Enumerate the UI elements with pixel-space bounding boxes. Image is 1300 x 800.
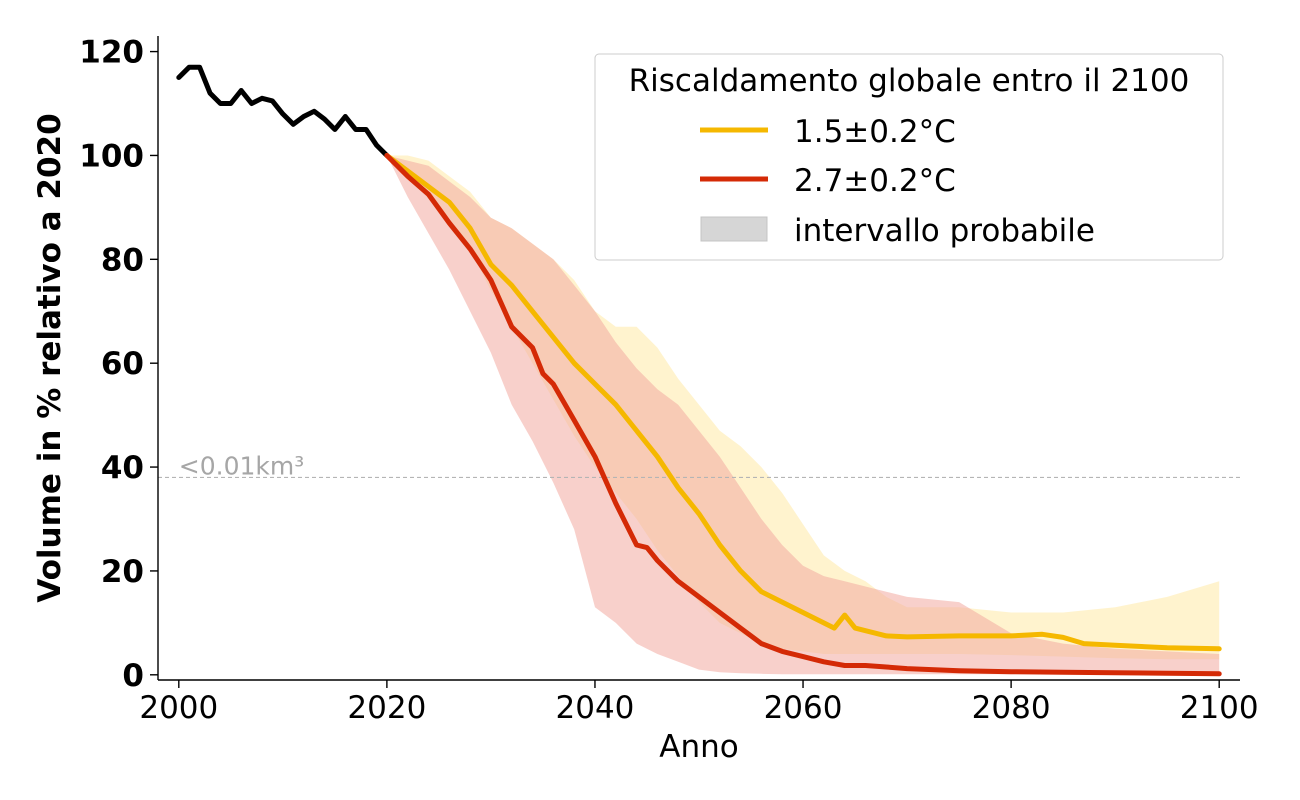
x-axis-title: Anno [659, 729, 738, 765]
legend-label: 1.5±0.2°C [794, 114, 956, 150]
y-tick-label: 100 [79, 138, 144, 174]
x-tick-label: 2080 [972, 690, 1051, 726]
x-tick-label: 2100 [1180, 690, 1259, 726]
y-tick-label: 80 [101, 242, 144, 278]
y-tick-label: 20 [101, 554, 144, 590]
threshold-reference: <0.01km³ [158, 451, 1240, 480]
legend-title: Riscaldamento globale entro il 2100 [629, 63, 1190, 99]
likely-range-band-2 [386, 155, 1220, 675]
y-ticks: 0 20 40 60 80 100 120 [79, 35, 158, 694]
series-line-2 [384, 153, 1222, 677]
legend-box [594, 53, 1224, 261]
y-tick-label: 0 [122, 658, 144, 694]
likely-range-bands [386, 155, 1220, 675]
series-lines [176, 64, 1222, 677]
y-tick-label: 120 [79, 35, 144, 71]
series-line-1 [384, 153, 1222, 652]
threshold-label: <0.01km³ [179, 451, 304, 480]
legend-label: intervallo probabile [794, 213, 1095, 249]
x-tick-label: 2000 [139, 690, 218, 726]
legend-items: 1.5±0.2°C 2.7±0.2°C intervallo probabile [700, 114, 1095, 249]
x-tick-label: 2060 [764, 690, 843, 726]
legend-swatch-patch [700, 216, 768, 242]
legend-label: 2.7±0.2°C [794, 163, 956, 199]
y-tick-label: 60 [101, 346, 144, 382]
x-ticks: 2000 2020 2040 2060 2080 2100 [139, 680, 1259, 726]
observed-line [176, 64, 390, 158]
y-axis-title: Volume in % relativo a 2020 [32, 113, 68, 602]
x-tick-label: 2040 [556, 690, 635, 726]
x-tick-label: 2020 [347, 690, 426, 726]
y-tick-label: 40 [101, 450, 144, 486]
legend: Riscaldamento globale entro il 2100 1.5±… [594, 53, 1224, 261]
